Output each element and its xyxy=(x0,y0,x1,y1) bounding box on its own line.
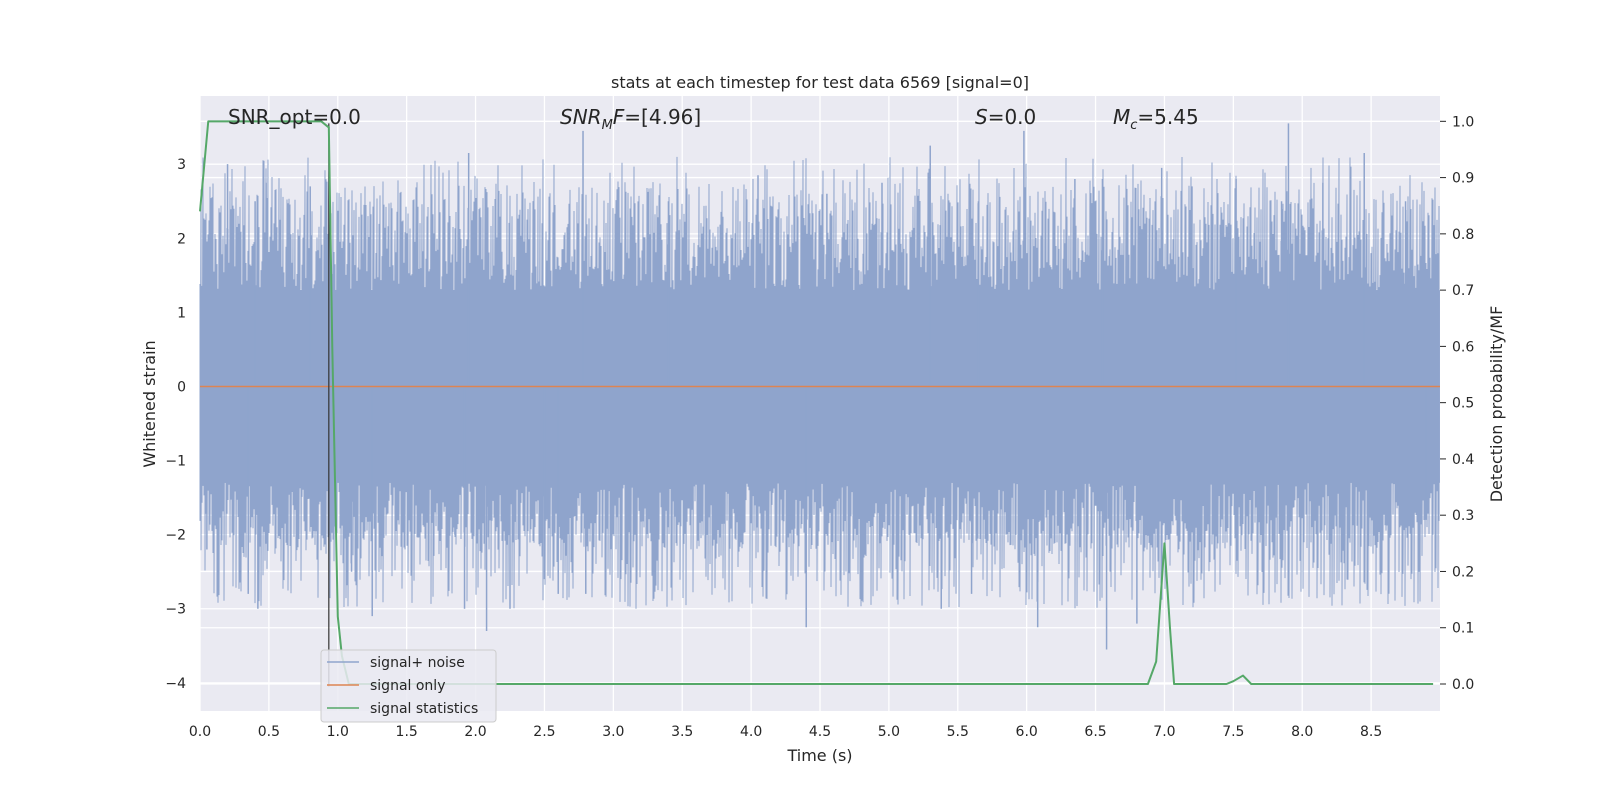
snr-mf-annotation: SNRMF=[4.96] xyxy=(560,105,701,133)
right-y-tick-label: 0.2 xyxy=(1452,564,1474,580)
x-tick-label: 2.0 xyxy=(464,724,486,740)
legend-label-signal-only: signal only xyxy=(370,678,445,694)
legend-box xyxy=(320,649,497,723)
x-tick-label: 1.5 xyxy=(396,724,418,740)
x-tick-label: 5.0 xyxy=(878,724,900,740)
legend-label-signal-statistics: signal statistics xyxy=(370,701,478,717)
legend: signal+ noise signal only signal statist… xyxy=(320,649,497,723)
right-y-tick-label: 1.0 xyxy=(1452,114,1474,130)
left-y-tick-labels: 3 2 1 0 −1 −2 −3 −4 xyxy=(165,157,186,692)
left-y-tick-label: −4 xyxy=(165,676,186,692)
x-tick-label: 0.0 xyxy=(189,724,211,740)
left-y-tick-label: 2 xyxy=(177,231,186,247)
x-tick-label: 7.0 xyxy=(1153,724,1175,740)
x-tick-label: 8.0 xyxy=(1291,724,1313,740)
right-y-tick-label: 0.6 xyxy=(1452,339,1474,355)
right-y-tick-label: 0.4 xyxy=(1452,452,1474,468)
left-y-tick-label: −1 xyxy=(165,454,186,470)
signal-noise-trace xyxy=(199,156,1440,609)
left-y-tick-label: 3 xyxy=(177,157,186,173)
x-tick-label: 1.0 xyxy=(327,724,349,740)
x-tick-label: 6.0 xyxy=(1016,724,1038,740)
mc-annotation: Mc=5.45 xyxy=(1113,105,1199,133)
x-tick-label: 6.5 xyxy=(1084,724,1106,740)
chart-title: stats at each timestep for test data 656… xyxy=(611,73,1029,92)
x-tick-label: 3.0 xyxy=(602,724,624,740)
legend-label-signal-noise: signal+ noise xyxy=(370,655,465,671)
snr-opt-annotation: SNR_opt=0.0 xyxy=(228,105,361,129)
right-y-tick-label: 0.3 xyxy=(1452,508,1474,524)
right-y-tick-label: 0.8 xyxy=(1452,227,1474,243)
left-y-tick-label: −3 xyxy=(165,602,186,618)
x-tick-label: 4.5 xyxy=(809,724,831,740)
signal-statistics-line xyxy=(199,120,1434,685)
right-y-tick-label: 0.7 xyxy=(1452,283,1474,299)
x-tick-label: 7.5 xyxy=(1222,724,1244,740)
left-y-tick-label: −2 xyxy=(165,528,186,544)
x-tick-label: 5.5 xyxy=(947,724,969,740)
left-y-tick-label: 0 xyxy=(177,379,186,395)
x-axis-label: Time (s) xyxy=(786,746,852,765)
right-y-tick-label: 0.1 xyxy=(1452,621,1474,637)
x-tick-label: 0.5 xyxy=(258,724,280,740)
left-y-tick-label: 1 xyxy=(177,305,186,321)
right-y-tick-label: 0.9 xyxy=(1452,171,1474,187)
right-y-tick-label: 0.0 xyxy=(1452,677,1474,693)
x-tick-label: 3.5 xyxy=(671,724,693,740)
right-y-axis-label: Detection probability/MF xyxy=(1487,306,1506,503)
x-tick-label: 8.5 xyxy=(1360,724,1382,740)
x-tick-label: 2.5 xyxy=(533,724,555,740)
right-y-tick-label: 0.5 xyxy=(1452,396,1474,412)
x-tick-labels: 0.0 0.5 1.0 1.5 2.0 2.5 3.0 3.5 4.0 4.5 5.0 5.5 6.0 6… xyxy=(189,724,1382,740)
left-y-axis-label: Whitened strain xyxy=(140,340,159,467)
x-tick-label: 4.0 xyxy=(740,724,762,740)
s-annotation: S=0.0 xyxy=(975,105,1036,129)
right-y-tick-labels: 1.0 0.9 0.8 0.7 0.6 0.5 0.4 0.3 0.2 0.1 0.0 xyxy=(1452,114,1474,693)
signal-statistics-series xyxy=(199,120,1434,685)
